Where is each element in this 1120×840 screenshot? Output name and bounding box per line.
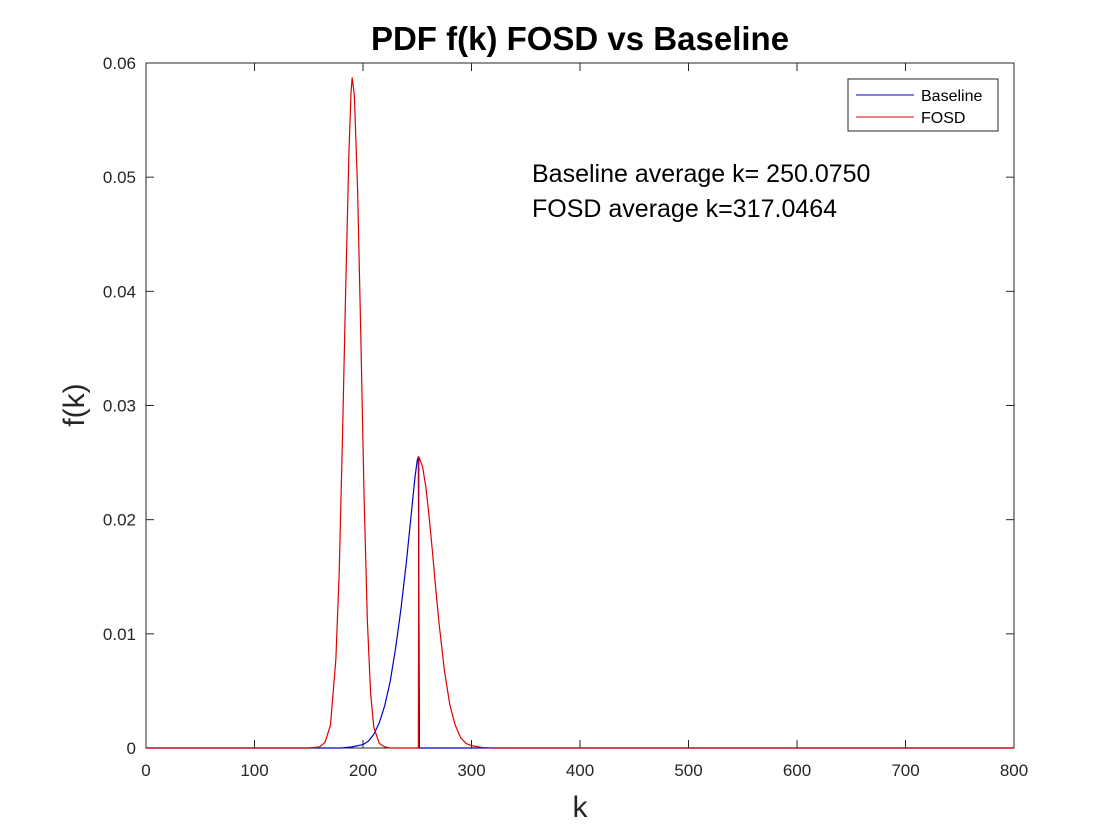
y-tick-label: 0.05 [103, 168, 136, 187]
legend: Baseline FOSD [847, 78, 999, 132]
x-tick-label: 800 [1000, 761, 1028, 780]
x-tick-label: 500 [674, 761, 702, 780]
y-axis: 0 0.01 0.02 0.03 0.04 0.05 0.06 [103, 54, 1014, 758]
x-tick-label: 200 [349, 761, 377, 780]
x-tick-label: 600 [783, 761, 811, 780]
legend-box [847, 78, 999, 132]
series-line-fosd [146, 77, 1014, 749]
y-tick-label: 0.06 [103, 54, 136, 73]
y-axis-label: f(k) [58, 383, 91, 426]
plot-area [145, 62, 1015, 749]
y-tick-label: 0 [127, 739, 136, 758]
x-tick-label: 100 [240, 761, 268, 780]
x-axis: 0 100 200 300 400 500 600 700 800 [141, 63, 1028, 780]
series-layer [146, 77, 1014, 749]
x-tick-label: 300 [457, 761, 485, 780]
legend-label-baseline: Baseline [921, 88, 982, 105]
x-tick-label: 700 [891, 761, 919, 780]
x-tick-label: 0 [141, 761, 150, 780]
annotation-baseline-average: Baseline average k= 250.0750 [532, 160, 870, 188]
chart-title: PDF f(k) FOSD vs Baseline [371, 20, 789, 57]
y-tick-label: 0.02 [103, 511, 136, 530]
y-tick-label: 0.03 [103, 397, 136, 416]
x-tick-label: 400 [566, 761, 594, 780]
annotation-fosd-average: FOSD average k=317.0464 [532, 195, 837, 223]
y-tick-label: 0.04 [103, 282, 136, 301]
series-line-baseline [146, 456, 1014, 749]
x-axis-label: k [573, 791, 589, 824]
y-tick-label: 0.01 [103, 625, 136, 644]
legend-label-fosd: FOSD [921, 110, 965, 127]
